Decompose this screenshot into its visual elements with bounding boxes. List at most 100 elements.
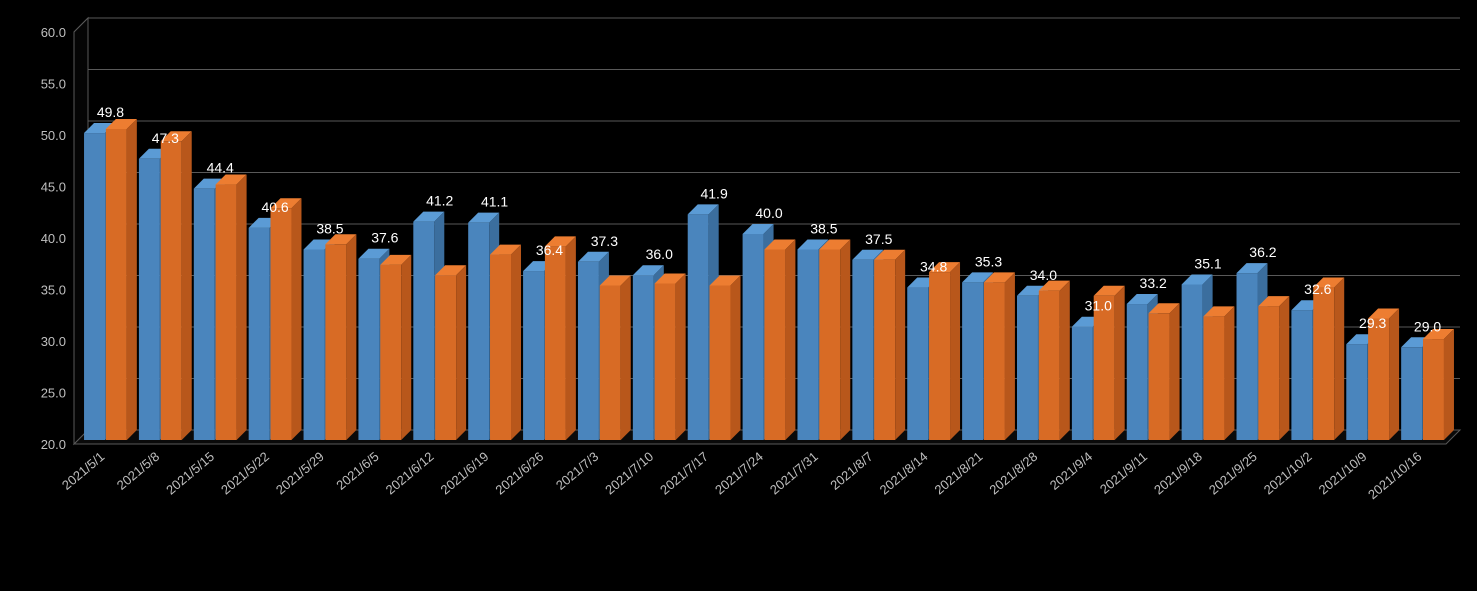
bar-series-b <box>929 272 950 440</box>
bar-series-b <box>1039 291 1060 440</box>
y-tick-label: 35.0 <box>41 283 66 298</box>
bar-series-a <box>523 271 544 440</box>
bar-series-b <box>1094 296 1115 440</box>
data-label: 35.3 <box>975 253 1002 269</box>
data-label: 32.6 <box>1304 281 1331 297</box>
y-tick-label: 55.0 <box>41 77 66 92</box>
data-label: 47.3 <box>152 130 179 146</box>
data-label: 34.8 <box>920 259 947 275</box>
data-label: 31.0 <box>1085 298 1112 314</box>
bar-series-b <box>710 286 731 441</box>
y-tick-label: 40.0 <box>41 231 66 246</box>
bar-series-b <box>106 129 127 440</box>
bar-series-b <box>655 283 676 440</box>
bar-series-a <box>84 133 105 440</box>
x-tick-label: 2021/8/14 <box>877 449 931 498</box>
x-tick-label: 2021/10/2 <box>1261 449 1315 498</box>
bar-series-a <box>304 249 325 440</box>
bar-series-b <box>380 265 401 440</box>
bar-series-a <box>1401 347 1422 440</box>
bar-series-b <box>490 255 511 440</box>
bar-series-a <box>1346 344 1367 440</box>
bar-series-b <box>271 208 292 440</box>
data-label: 36.4 <box>536 242 563 258</box>
bar-series-b <box>1368 318 1389 440</box>
data-label: 37.5 <box>865 231 892 247</box>
data-label: 40.6 <box>261 199 288 215</box>
bar-series-a <box>468 223 489 440</box>
bar-series-a <box>1182 284 1203 440</box>
bar-series-b <box>435 275 456 440</box>
x-tick-label: 2021/7/3 <box>553 449 601 493</box>
data-label: 38.5 <box>810 220 837 236</box>
bar-series-b <box>216 185 237 440</box>
bar-series-a <box>1127 304 1148 440</box>
bar-series-a <box>797 249 818 440</box>
x-tick-label: 2021/6/26 <box>492 449 546 498</box>
y-tick-label: 50.0 <box>41 128 66 143</box>
x-tick-label: 2021/9/18 <box>1151 449 1205 498</box>
bar-series-b <box>1258 306 1279 440</box>
data-label: 36.0 <box>646 246 673 262</box>
bar-series-b <box>764 249 785 440</box>
bar-series-a <box>1291 310 1312 440</box>
data-label: 41.2 <box>426 193 453 209</box>
data-label: 33.2 <box>1140 275 1167 291</box>
x-tick-label: 2021/7/24 <box>712 449 766 498</box>
bar-series-a <box>633 275 654 440</box>
x-tick-label: 2021/9/11 <box>1097 449 1150 497</box>
x-tick-label: 2021/8/21 <box>931 449 985 498</box>
y-tick-label: 25.0 <box>41 386 66 401</box>
data-label: 40.0 <box>755 205 782 221</box>
y-tick-label: 60.0 <box>41 25 66 40</box>
bar-series-a <box>743 234 764 440</box>
y-tick-label: 45.0 <box>41 180 66 195</box>
x-tick-label: 2021/8/7 <box>827 449 875 493</box>
bar-series-a <box>852 260 873 440</box>
bar-series-a <box>1237 273 1258 440</box>
bar-series-b <box>600 286 621 441</box>
data-label: 34.0 <box>1030 267 1057 283</box>
data-label: 38.5 <box>316 220 343 236</box>
x-tick-label: 2021/9/4 <box>1047 449 1095 493</box>
bar-series-b <box>545 246 566 440</box>
y-tick-label: 30.0 <box>41 334 66 349</box>
bar-series-a <box>249 228 270 440</box>
bar-series-a <box>962 282 983 440</box>
data-label: 41.9 <box>700 185 727 201</box>
x-tick-label: 2021/10/9 <box>1316 449 1370 498</box>
y-tick-label: 20.0 <box>41 437 66 452</box>
data-label: 29.0 <box>1414 318 1441 334</box>
x-tick-label: 2021/6/12 <box>383 449 437 498</box>
x-tick-label: 2021/5/15 <box>163 449 217 498</box>
bar-series-b <box>1203 316 1224 440</box>
data-label: 29.3 <box>1359 315 1386 331</box>
bar-series-b <box>819 249 840 440</box>
bar-series-b <box>1313 288 1334 440</box>
bar-series-a <box>358 259 379 440</box>
data-label: 37.6 <box>371 230 398 246</box>
x-tick-label: 2021/5/1 <box>59 449 107 493</box>
bar-series-a <box>194 189 215 440</box>
bar-series-a <box>1017 296 1038 440</box>
bar-series-a <box>578 262 599 440</box>
bar-series-a <box>413 222 434 440</box>
data-label: 44.4 <box>207 160 234 176</box>
bar-series-b <box>874 260 895 440</box>
x-tick-label: 2021/10/16 <box>1365 449 1424 502</box>
bar-series-a <box>139 159 160 440</box>
bar-series-a <box>1072 327 1093 440</box>
x-tick-label: 2021/6/19 <box>438 449 492 498</box>
bar-series-b <box>1423 339 1444 440</box>
data-label: 49.8 <box>97 104 124 120</box>
x-tick-label: 2021/7/31 <box>767 449 821 498</box>
x-tick-label: 2021/7/10 <box>602 449 656 498</box>
x-tick-label: 2021/5/29 <box>273 449 327 498</box>
x-tick-label: 2021/5/22 <box>218 449 272 498</box>
x-tick-label: 2021/7/17 <box>657 449 711 498</box>
bar-series-b <box>161 141 182 440</box>
data-label: 35.1 <box>1194 255 1221 271</box>
x-tick-label: 2021/5/8 <box>114 449 162 493</box>
data-label: 37.3 <box>591 233 618 249</box>
bar-series-a <box>688 214 709 440</box>
